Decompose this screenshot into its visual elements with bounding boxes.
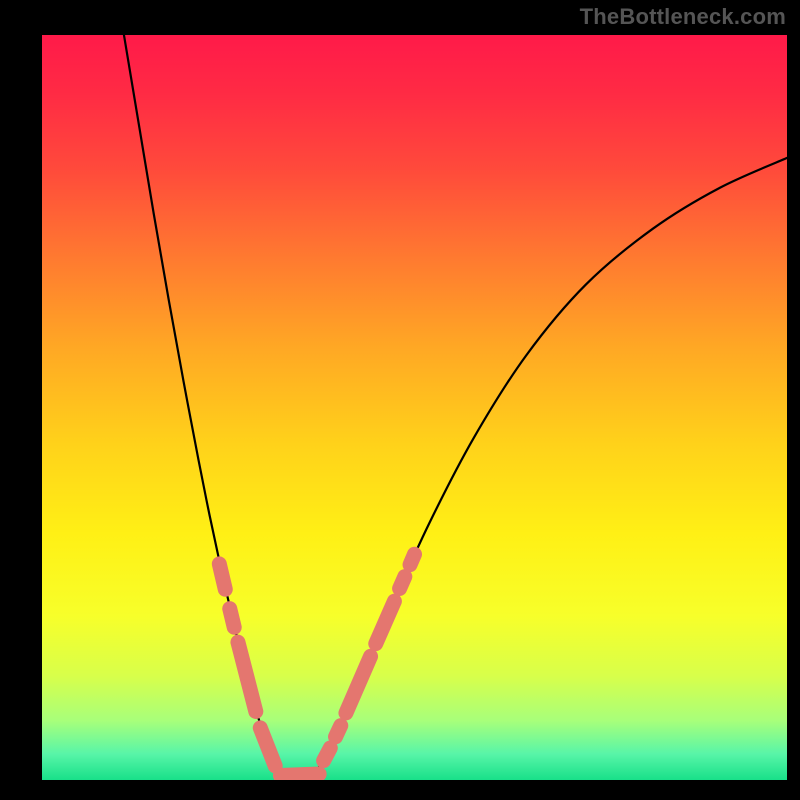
watermark-text: TheBottleneck.com [580,4,786,30]
pill-segment [280,774,319,775]
pill-segment [324,748,331,761]
plot-svg [42,35,787,780]
pill-segment [219,564,225,589]
gradient-background [42,35,787,780]
pill-segment [400,577,405,589]
pill-segment [410,554,414,564]
pill-segment [230,609,234,628]
plot-frame [42,35,787,780]
pill-segment [336,726,341,737]
plot-area [42,35,787,780]
